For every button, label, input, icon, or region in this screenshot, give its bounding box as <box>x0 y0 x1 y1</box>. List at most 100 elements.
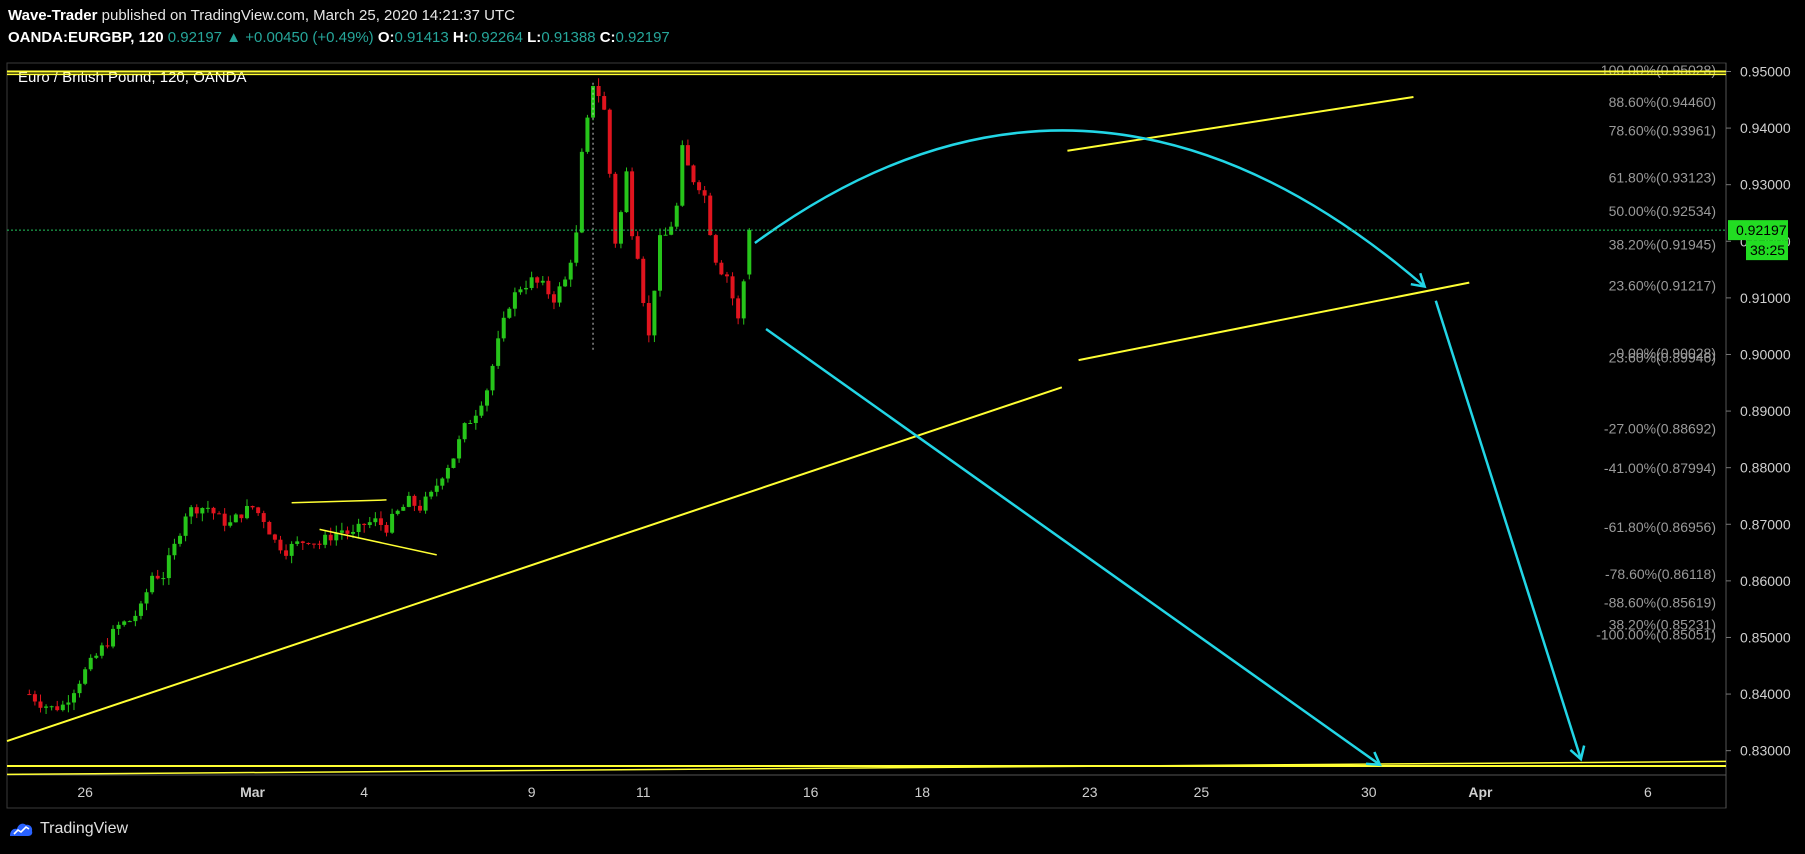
projection-arrowhead <box>1410 272 1427 289</box>
channel-bottom-line <box>1078 281 1470 362</box>
candle-body <box>267 521 272 535</box>
time-tick-label: 18 <box>915 784 931 800</box>
candle-body <box>222 513 227 526</box>
time-tick-label: 16 <box>803 784 819 800</box>
candle-body <box>708 195 713 236</box>
candle-body <box>77 683 82 694</box>
projection-down-2-arrowhead <box>1569 745 1586 762</box>
candle-body <box>741 281 746 319</box>
high-value: 0.92264 <box>468 29 523 46</box>
fib-level-label: 38.20%(0.91945) <box>1609 236 1716 252</box>
candle-body <box>390 513 395 533</box>
candle-body <box>747 230 752 275</box>
fib-level-label: 38.20%(0.85231) <box>1609 616 1716 632</box>
candle-body <box>311 543 316 545</box>
fib-level-label: 78.60%(0.93961) <box>1609 122 1716 138</box>
triangle-bottom-line <box>319 528 437 556</box>
price-tick-label: 0.88000 <box>1740 460 1791 476</box>
candle-body <box>518 289 523 293</box>
candle-body <box>284 550 289 556</box>
candle-body <box>524 287 529 290</box>
projection-down-2 <box>1434 300 1583 760</box>
last-price: 0.92197 <box>167 29 223 46</box>
fib-level-label: -61.80%(0.86956) <box>1604 519 1716 535</box>
price-tick-label: 0.87000 <box>1740 516 1791 532</box>
candle-body <box>624 171 629 213</box>
candle-body <box>613 173 618 244</box>
candle-body <box>49 706 54 708</box>
candle-body <box>71 693 76 703</box>
candle-body <box>272 534 277 540</box>
candle-body <box>540 280 545 283</box>
candle-body <box>635 236 640 259</box>
candle-body <box>663 234 668 236</box>
candle-body <box>295 541 300 544</box>
candle-body <box>730 276 735 299</box>
fibonacci-levels: 100.00%(0.95028) 88.60%(0.94460) 78.60%(0.… <box>1596 62 1716 643</box>
candle-body <box>60 704 65 711</box>
candle-body <box>568 262 573 280</box>
candle-body <box>334 532 339 541</box>
time-axis[interactable]: 26 Mar 4 9 11 16 18 23 25 30 Apr 6 <box>77 784 1652 800</box>
candle-body <box>144 592 149 604</box>
candle-body <box>94 655 99 658</box>
candle-body <box>579 151 584 233</box>
candle-body <box>557 286 562 303</box>
candle-body <box>27 694 32 696</box>
candle-body <box>116 624 121 629</box>
low-value: 0.91388 <box>541 29 596 46</box>
price-tick-label: 0.85000 <box>1740 629 1791 645</box>
time-tick-label: 4 <box>360 784 368 800</box>
candle-body <box>423 496 428 511</box>
fib-level-label: 23.60%(0.91217) <box>1609 278 1716 294</box>
candle-body <box>551 294 556 303</box>
candle-body <box>724 274 729 277</box>
time-tick-label: 9 <box>528 784 536 800</box>
candle-body <box>278 539 283 551</box>
time-tick-label: Apr <box>1468 784 1493 800</box>
price-tick-label: 0.93000 <box>1740 177 1791 193</box>
candle-body <box>239 514 244 519</box>
time-tick-label: 30 <box>1361 784 1377 800</box>
footer-brand[interactable]: TradingView <box>40 820 129 837</box>
price-tag: 0.92197 38:25 <box>7 220 1788 261</box>
candle-body <box>535 277 540 283</box>
candle-body <box>468 423 473 425</box>
projection-down-1-arrowhead <box>1365 751 1382 767</box>
candle-body <box>406 495 411 507</box>
candle-body <box>401 506 406 511</box>
candle-body <box>630 171 635 237</box>
candle-body <box>38 701 43 708</box>
candle-body <box>563 279 568 287</box>
candle-body <box>384 524 389 533</box>
candle-body <box>105 645 110 647</box>
time-tick-label: 6 <box>1644 784 1652 800</box>
candle-body <box>607 109 612 174</box>
open-value: 0.91413 <box>394 29 449 46</box>
candle-body <box>646 303 651 336</box>
change-up-icon: ▲ <box>226 29 242 46</box>
candle-body <box>339 530 344 533</box>
open-label: O: <box>377 29 395 46</box>
candle-body <box>256 507 261 514</box>
candle-body <box>496 338 501 366</box>
price-tick-label: 0.84000 <box>1740 686 1791 702</box>
publisher-name[interactable]: Wave-Trader <box>8 7 98 24</box>
candle-body <box>356 523 361 533</box>
tradingview-logo-icon[interactable] <box>8 820 34 838</box>
candle-body <box>244 506 249 519</box>
countdown-box <box>1746 240 1788 261</box>
high-label: H: <box>452 29 469 46</box>
candle-body <box>652 290 657 336</box>
price-tick-label: 0.94000 <box>1740 120 1791 136</box>
candle-body <box>88 657 93 670</box>
candle-body <box>194 507 199 514</box>
candle-body <box>736 298 741 319</box>
candle-body <box>546 280 551 295</box>
fib-level-label: 88.60%(0.94460) <box>1609 94 1716 110</box>
candle-body <box>211 507 216 514</box>
price-axis[interactable]: 0.950000.940000.930000.920000.910000.900… <box>1726 63 1791 759</box>
candle-body <box>233 514 238 523</box>
candles <box>27 78 752 714</box>
